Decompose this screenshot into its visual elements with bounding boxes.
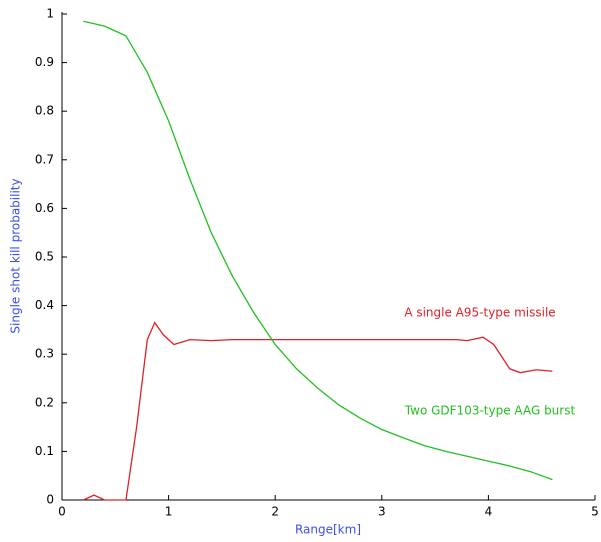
x-axis-label: Range[km]	[295, 523, 361, 537]
series-label: Two GDF103-type AAG burst	[404, 404, 576, 418]
y-tick-label: 0.5	[35, 250, 54, 264]
y-tick-label: 0.7	[35, 152, 54, 166]
y-tick-label: 1	[46, 7, 54, 21]
x-tick-label: 3	[378, 505, 386, 519]
y-tick-label: 0.2	[35, 395, 54, 409]
x-tick-label: 1	[165, 505, 173, 519]
y-tick-label: 0.8	[35, 104, 54, 118]
y-tick-label: 0.6	[35, 201, 54, 215]
x-tick-label: 2	[271, 505, 279, 519]
y-tick-label: 0	[46, 493, 54, 507]
x-tick-label: 4	[485, 505, 493, 519]
y-tick-label: 0.3	[35, 347, 54, 361]
series-label: A single A95-type missile	[404, 306, 555, 320]
y-tick-label: 0.9	[35, 55, 54, 69]
series-line	[83, 321, 553, 501]
x-tick-label: 0	[58, 505, 66, 519]
y-axis-label: Single shot kill probability	[9, 178, 23, 333]
y-tick-label: 0.4	[35, 298, 54, 312]
x-tick-label: 5	[591, 505, 599, 519]
series-line	[83, 20, 553, 481]
y-tick-label: 0.1	[35, 444, 54, 458]
